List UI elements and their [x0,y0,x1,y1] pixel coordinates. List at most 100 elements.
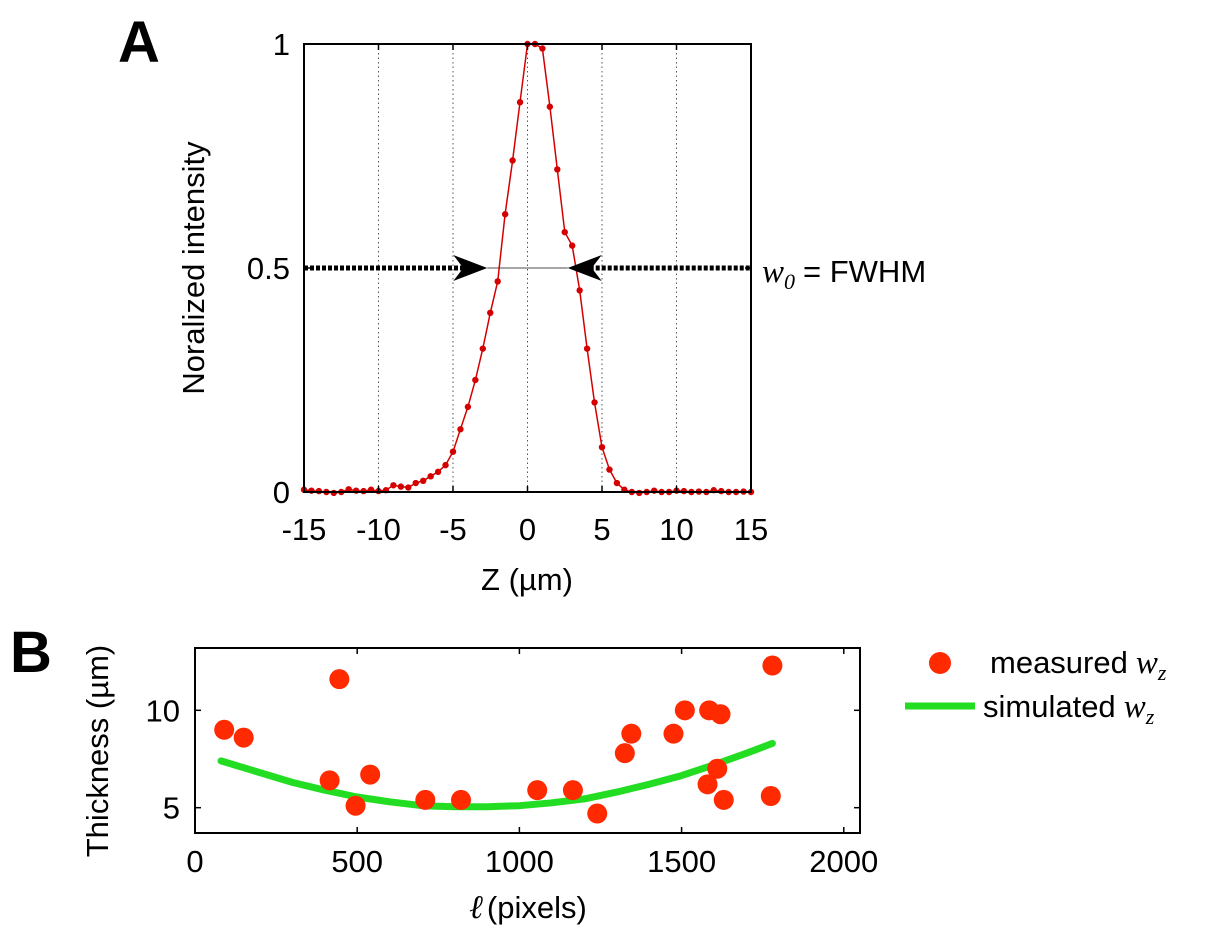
y-tick-label: 10 [146,693,180,728]
x-tick-label: -15 [282,512,327,547]
legend-measured-symbol: w [1136,645,1158,681]
chart-b-x-tick-labels: 0 500 1000 1500 2000 [186,844,878,879]
y-tick-label: 0 [273,475,290,510]
chart-b-y-tick-labels: 5 10 [146,693,180,825]
data-point [569,242,576,249]
data-point [583,345,591,352]
legend-simulated-name: simulated [983,689,1116,724]
measured-point [713,789,734,810]
simulated-line [217,739,776,811]
measured-point [697,774,718,795]
data-point [345,486,352,493]
legend-measured-marker [929,652,951,674]
data-point [539,45,546,52]
measured-point [415,789,436,810]
x-tick-label: 15 [734,512,768,547]
data-point [449,448,457,455]
chart-b: 0 500 1000 1500 2000 5 10 ℓ (pixels) Thickness… [80,645,1167,926]
legend-measured-name: measured [990,645,1128,680]
x-tick-label: 0 [186,844,203,879]
measured-point [621,723,642,744]
measured-point [562,780,583,801]
data-point [397,483,405,490]
intensity-points [300,40,755,497]
panel-label-b: B [10,620,52,685]
x-tick-label: 500 [331,844,383,879]
data-point [487,309,494,316]
fwhm-subscript: 0 [784,269,795,294]
data-point [472,376,479,384]
data-point [516,99,524,106]
measured-point [345,795,366,816]
x-tick-label: 0 [519,512,536,547]
panel-label-a: A [118,10,160,75]
measured-point [760,786,781,806]
fwhm-right-arrowhead [567,255,602,281]
x-tick-label: 1000 [485,844,554,879]
data-point [494,278,501,285]
measured-point [360,764,381,785]
data-point [606,466,613,473]
chart-a-y-tick-labels: 00.51 [247,27,290,510]
data-point [427,473,434,480]
fwhm-left-arrowhead [453,255,488,281]
data-point [576,287,583,294]
measured-point [674,700,695,721]
chart-a: -15 -10 -5 0 5 10 15 00.51 Z (µm) Noralized in… [176,27,926,597]
chart-b-legend: measured wz simulated wz [905,645,1167,729]
measured-point [614,743,635,764]
x-tick-label: 10 [659,512,693,547]
chart-b-y-axis-label: Thickness (µm) [80,645,115,858]
chart-b-plot-area [194,647,861,834]
chart-a-y-axis-label: Noralized intensity [176,141,211,395]
legend-measured-label: measured wz [990,645,1167,685]
data-point [613,479,621,487]
fwhm-arrows [304,255,751,281]
data-point [598,444,606,451]
data-point [457,426,464,433]
data-point [501,211,509,218]
x-tick-label: 2000 [809,844,878,879]
x-tick-label: -5 [439,512,467,547]
measured-points [214,655,783,824]
data-point [434,468,442,476]
data-point [390,482,397,489]
y-tick-label: 0.5 [247,251,290,286]
legend-simulated-label: simulated wz [983,689,1155,729]
data-point [554,166,561,173]
x-tick-label: 5 [593,512,610,547]
measured-point [710,704,731,725]
fwhm-text: = FWHM [803,254,926,289]
measured-point [707,758,728,779]
y-tick-label: 1 [273,27,290,62]
measured-point [527,780,548,801]
data-point [591,399,598,406]
legend-simulated-symbol: w [1124,689,1146,725]
x-tick-label: -10 [356,512,401,547]
chart-b-x-axis-text: (pixels) [487,890,587,925]
y-tick-label: 5 [163,791,180,826]
measured-point [587,803,608,824]
measured-point [319,770,340,791]
measured-point [762,655,783,676]
data-point [405,484,412,491]
measured-point [329,669,350,690]
chart-a-x-axis-label: Z (µm) [481,562,573,597]
data-point [479,345,486,352]
measured-point [451,789,471,810]
measured-point [233,727,254,748]
data-point [561,228,568,236]
chart-b-x-axis-symbol: ℓ [469,890,483,926]
measured-point [214,719,235,740]
chart-b-ticks [194,648,860,833]
legend-simulated-subscript: z [1145,704,1155,729]
fwhm-symbol: w [762,254,784,290]
fwhm-annotation: w0 = FWHM [762,254,926,294]
data-point [464,403,472,411]
data-point [546,103,554,110]
data-point [420,477,427,484]
chart-b-x-axis-label: ℓ (pixels) [469,890,587,926]
chart-a-ticks [303,43,752,493]
chart-a-x-tick-labels: -15 -10 -5 0 5 10 15 [282,512,769,547]
